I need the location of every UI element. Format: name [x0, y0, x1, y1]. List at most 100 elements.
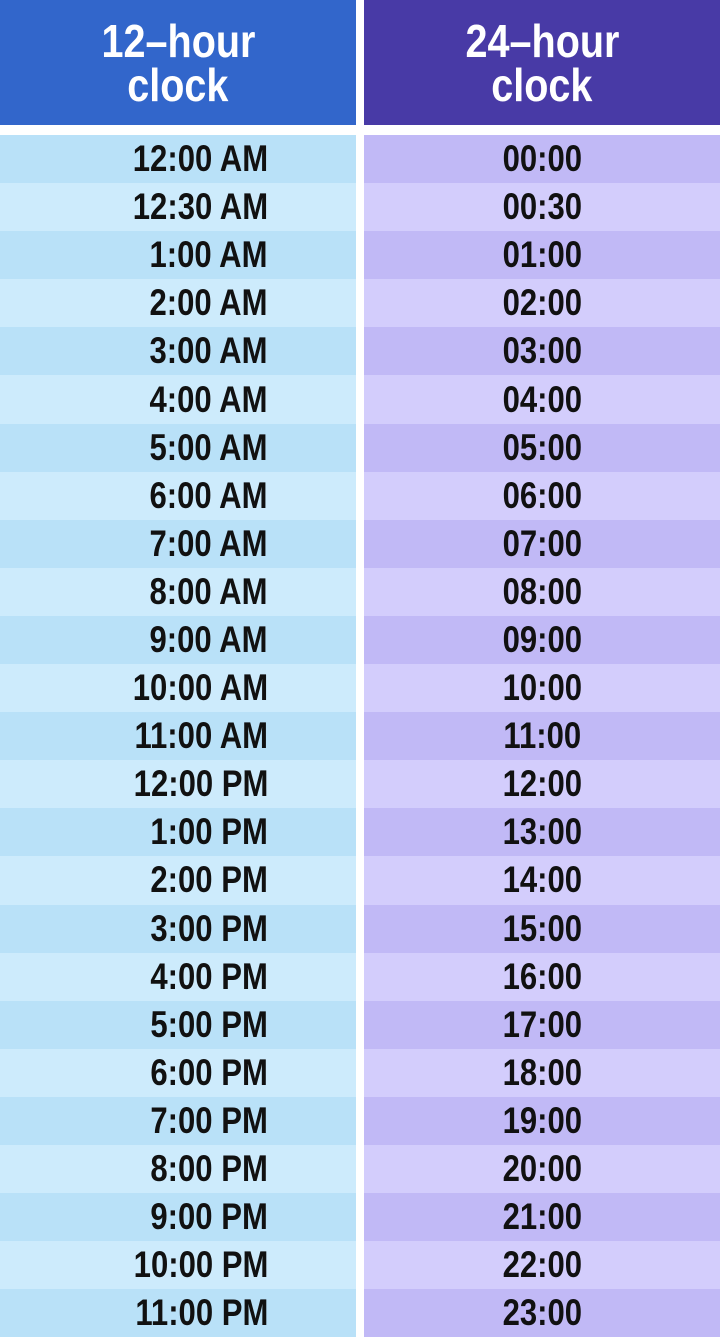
table-row: 14:00	[364, 856, 720, 905]
time-24-hour: 22:00	[502, 1244, 582, 1286]
table-row: 16:00	[364, 952, 720, 1001]
time-24-hour: 12:00	[502, 763, 582, 805]
time-12-hour: 11:00 PM	[134, 1292, 268, 1334]
time-24-hour: 15:00	[502, 907, 582, 949]
time-12-hour: 12:00 PM	[133, 763, 268, 805]
rows-12-hour: 12:00 AM 12:30 AM 1:00 AM 2:00 AM 3:00 AM 4:0…	[0, 135, 356, 1337]
time-12-hour: 9:00 PM	[150, 1196, 268, 1238]
table-row: 10:00 AM	[0, 664, 356, 713]
table-row: 15:00	[364, 904, 720, 953]
table-row: 11:00 AM	[0, 712, 356, 761]
table-row: 10:00	[364, 664, 720, 713]
time-12-hour: 2:00 PM	[150, 859, 268, 901]
time-24-hour: 07:00	[502, 522, 582, 564]
header-24-hour: 24–hour clock	[364, 0, 720, 125]
time-12-hour: 4:00 AM	[149, 378, 268, 420]
table-row: 00:00	[364, 135, 720, 184]
time-24-hour: 18:00	[502, 1051, 582, 1093]
time-24-hour: 01:00	[502, 234, 582, 276]
table-row: 08:00	[364, 567, 720, 616]
table-row: 9:00 PM	[0, 1193, 356, 1242]
time-12-hour: 2:00 AM	[149, 282, 268, 324]
table-row: 12:30 AM	[0, 183, 356, 232]
table-row: 20:00	[364, 1144, 720, 1194]
time-12-hour: 12:30 AM	[132, 186, 268, 228]
table-row: 18:00	[364, 1048, 720, 1097]
table-row: 8:00 AM	[0, 567, 356, 616]
column-24-hour: 24–hour clock 00:00 00:30 01:00 02:00 03:00 0…	[364, 0, 720, 1337]
time-24-hour: 23:00	[502, 1292, 582, 1334]
time-12-hour: 7:00 AM	[149, 522, 268, 564]
table-row: 01:00	[364, 231, 720, 280]
table-row: 5:00 PM	[0, 1000, 356, 1049]
table-row: 02:00	[364, 279, 720, 328]
table-row: 23:00	[364, 1289, 720, 1337]
table-row: 5:00 AM	[0, 423, 356, 472]
header-12-hour-line2: clock	[127, 58, 229, 111]
time-12-hour: 10:00 PM	[133, 1244, 268, 1286]
time-24-hour: 03:00	[502, 330, 582, 372]
table-row: 10:00 PM	[0, 1241, 356, 1290]
table-row: 21:00	[364, 1193, 720, 1242]
time-12-hour: 9:00 AM	[149, 618, 268, 660]
table-row: 9:00 AM	[0, 615, 356, 665]
table-row: 04:00	[364, 375, 720, 424]
table-row: 12:00 PM	[0, 760, 356, 809]
time-24-hour: 19:00	[502, 1099, 582, 1141]
table-row: 4:00 AM	[0, 375, 356, 424]
table-row: 05:00	[364, 423, 720, 472]
time-12-hour: 7:00 PM	[150, 1099, 268, 1141]
table-row: 6:00 PM	[0, 1048, 356, 1097]
time-12-hour: 8:00 AM	[149, 570, 268, 612]
time-24-hour: 11:00	[503, 715, 581, 757]
time-24-hour: 21:00	[502, 1196, 582, 1238]
table-row: 6:00 AM	[0, 471, 356, 520]
header-24-hour-line2: clock	[491, 58, 593, 111]
header-12-hour: 12–hour clock	[0, 0, 356, 125]
time-12-hour: 10:00 AM	[132, 667, 268, 709]
table-row: 11:00	[364, 712, 720, 761]
table-row: 19:00	[364, 1096, 720, 1145]
table-row: 09:00	[364, 615, 720, 665]
time-24-hour: 13:00	[502, 811, 582, 853]
time-12-hour: 3:00 AM	[149, 330, 268, 372]
time-24-hour: 04:00	[502, 378, 582, 420]
table-row: 3:00 AM	[0, 327, 356, 376]
time-12-hour: 6:00 AM	[149, 474, 268, 516]
table-row: 03:00	[364, 327, 720, 376]
time-12-hour: 5:00 AM	[149, 426, 268, 468]
table-row: 2:00 PM	[0, 856, 356, 905]
table-row: 12:00 AM	[0, 135, 356, 184]
time-24-hour: 02:00	[502, 282, 582, 324]
time-24-hour: 09:00	[502, 618, 582, 660]
header-24-hour-line1: 24–hour	[465, 14, 619, 67]
table-row: 7:00 AM	[0, 519, 356, 568]
table-row: 4:00 PM	[0, 952, 356, 1001]
time-24-hour: 00:00	[502, 138, 582, 180]
time-24-hour: 06:00	[502, 474, 582, 516]
table-row: 11:00 PM	[0, 1289, 356, 1337]
header-12-hour-line1: 12–hour	[101, 14, 255, 67]
time-24-hour: 05:00	[502, 426, 582, 468]
time-12-hour: 8:00 PM	[150, 1148, 268, 1190]
table-row: 17:00	[364, 1000, 720, 1049]
table-row: 22:00	[364, 1241, 720, 1290]
table-row: 00:30	[364, 183, 720, 232]
time-12-hour: 5:00 PM	[150, 1003, 268, 1045]
rows-24-hour: 00:00 00:30 01:00 02:00 03:00 04:00 05:00 06:00…	[364, 135, 720, 1337]
time-12-hour: 6:00 PM	[150, 1051, 268, 1093]
table-row: 06:00	[364, 471, 720, 520]
table-row: 12:00	[364, 760, 720, 809]
time-12-hour: 1:00 PM	[150, 811, 268, 853]
table-row: 1:00 PM	[0, 808, 356, 857]
time-24-hour: 20:00	[502, 1148, 582, 1190]
time-12-hour: 1:00 AM	[149, 234, 268, 276]
time-24-hour: 14:00	[502, 859, 582, 901]
time-24-hour: 17:00	[502, 1003, 582, 1045]
table-row: 7:00 PM	[0, 1096, 356, 1145]
time-12-hour: 4:00 PM	[150, 955, 268, 997]
table-row: 07:00	[364, 519, 720, 568]
time-12-hour: 12:00 AM	[132, 138, 268, 180]
table-row: 8:00 PM	[0, 1144, 356, 1194]
time-24-hour: 10:00	[502, 667, 582, 709]
